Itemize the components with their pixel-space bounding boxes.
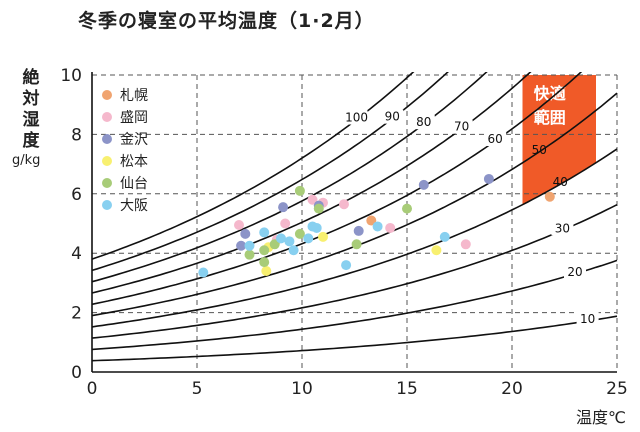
data-point <box>284 236 295 247</box>
data-point <box>236 240 247 251</box>
rh-label-70: 70 <box>454 120 469 134</box>
rh-curve-10 <box>91 315 618 362</box>
rh-label-100: 100 <box>345 110 368 124</box>
x-tick-label: 15 <box>396 379 418 399</box>
rh-label-20: 20 <box>567 265 582 279</box>
data-point <box>259 227 270 238</box>
data-point <box>460 239 471 250</box>
rh-label-bg <box>551 221 574 236</box>
rh-curve-80 <box>91 72 488 283</box>
data-point <box>483 173 494 184</box>
data-point <box>339 199 349 210</box>
data-point <box>294 228 305 239</box>
data-point <box>366 215 377 226</box>
legend-marker <box>102 134 112 144</box>
rh-label-bg <box>450 119 473 134</box>
data-point <box>351 239 362 250</box>
legend-marker <box>102 200 112 210</box>
legend-label: 札幌 <box>120 88 148 104</box>
data-point <box>259 245 270 256</box>
legend-marker <box>102 90 112 100</box>
rh-curve-30 <box>91 203 618 339</box>
legend-marker <box>102 112 112 122</box>
rh-curve-60 <box>91 72 583 306</box>
y-axis-label: 絶対湿度 <box>22 68 40 151</box>
data-point <box>261 266 272 277</box>
data-point <box>307 194 318 205</box>
x-tick-label: 25 <box>606 379 628 399</box>
data-point <box>240 228 251 239</box>
data-point <box>311 222 322 233</box>
rh-curve-20 <box>91 259 618 351</box>
data-point <box>244 249 255 260</box>
legend-label: 仙台 <box>120 176 148 192</box>
data-point <box>439 231 450 242</box>
data-point <box>313 203 324 214</box>
data-point <box>198 267 209 278</box>
data-point <box>259 257 270 268</box>
legend-label: 松本 <box>120 154 148 170</box>
data-point <box>269 239 280 250</box>
x-tick-label: 10 <box>291 379 313 399</box>
x-tick-label: 5 <box>192 379 203 399</box>
y-tick-label: 2 <box>71 304 82 324</box>
rh-label-60: 60 <box>488 132 503 146</box>
data-point <box>402 203 412 214</box>
rh-label-bg <box>576 311 599 326</box>
rh-label-80: 80 <box>416 115 431 129</box>
data-point <box>341 260 352 271</box>
x-tick-label: 0 <box>87 379 98 399</box>
y-tick-label: 4 <box>71 244 82 264</box>
y-axis-unit: g/kg <box>12 153 41 168</box>
legend-label: 大阪 <box>120 198 148 214</box>
rh-label-bg <box>381 109 404 124</box>
y-tick-label: 8 <box>71 125 82 145</box>
rh-label-bg <box>564 264 586 279</box>
rh-label-90: 90 <box>385 110 400 124</box>
rh-label-bg <box>345 110 368 125</box>
data-point <box>318 231 328 242</box>
rh-curve-70 <box>91 72 532 294</box>
rh-curve-90 <box>91 72 449 272</box>
rh-label-50: 50 <box>532 143 547 157</box>
legend-label: 盛岡 <box>120 110 148 126</box>
x-axis-label: 温度℃ <box>576 408 626 427</box>
legend-marker <box>102 178 112 188</box>
chart-title: 冬季の寝室の平均温度（1·2月） <box>78 10 375 32</box>
data-point <box>303 233 314 244</box>
x-tick-label: 20 <box>501 379 523 399</box>
y-tick-label: 10 <box>60 66 82 86</box>
comfort-zone-label: 範囲 <box>533 108 566 127</box>
data-point <box>431 245 442 256</box>
rh-curve-40 <box>91 148 618 328</box>
rh-label-10: 10 <box>580 312 595 326</box>
data-point <box>276 233 286 244</box>
data-point <box>244 240 255 251</box>
data-point <box>353 225 364 236</box>
legend-label: 金沢 <box>120 132 148 148</box>
y-tick-label: 0 <box>71 363 82 383</box>
rh-label-40: 40 <box>553 175 568 189</box>
data-point <box>544 191 555 202</box>
data-point <box>385 222 396 233</box>
data-point <box>280 218 291 229</box>
data-point <box>288 245 299 256</box>
rh-label-bg <box>412 115 435 130</box>
data-point <box>294 185 305 196</box>
comfort-zone-label: 快適 <box>534 84 566 103</box>
data-point <box>418 179 429 190</box>
rh-label-bg <box>484 131 507 146</box>
rh-label-30: 30 <box>555 221 570 235</box>
y-tick-label: 6 <box>71 185 82 205</box>
data-point <box>372 221 383 232</box>
data-point <box>278 202 289 213</box>
legend-marker <box>102 156 112 166</box>
data-point <box>234 219 244 230</box>
